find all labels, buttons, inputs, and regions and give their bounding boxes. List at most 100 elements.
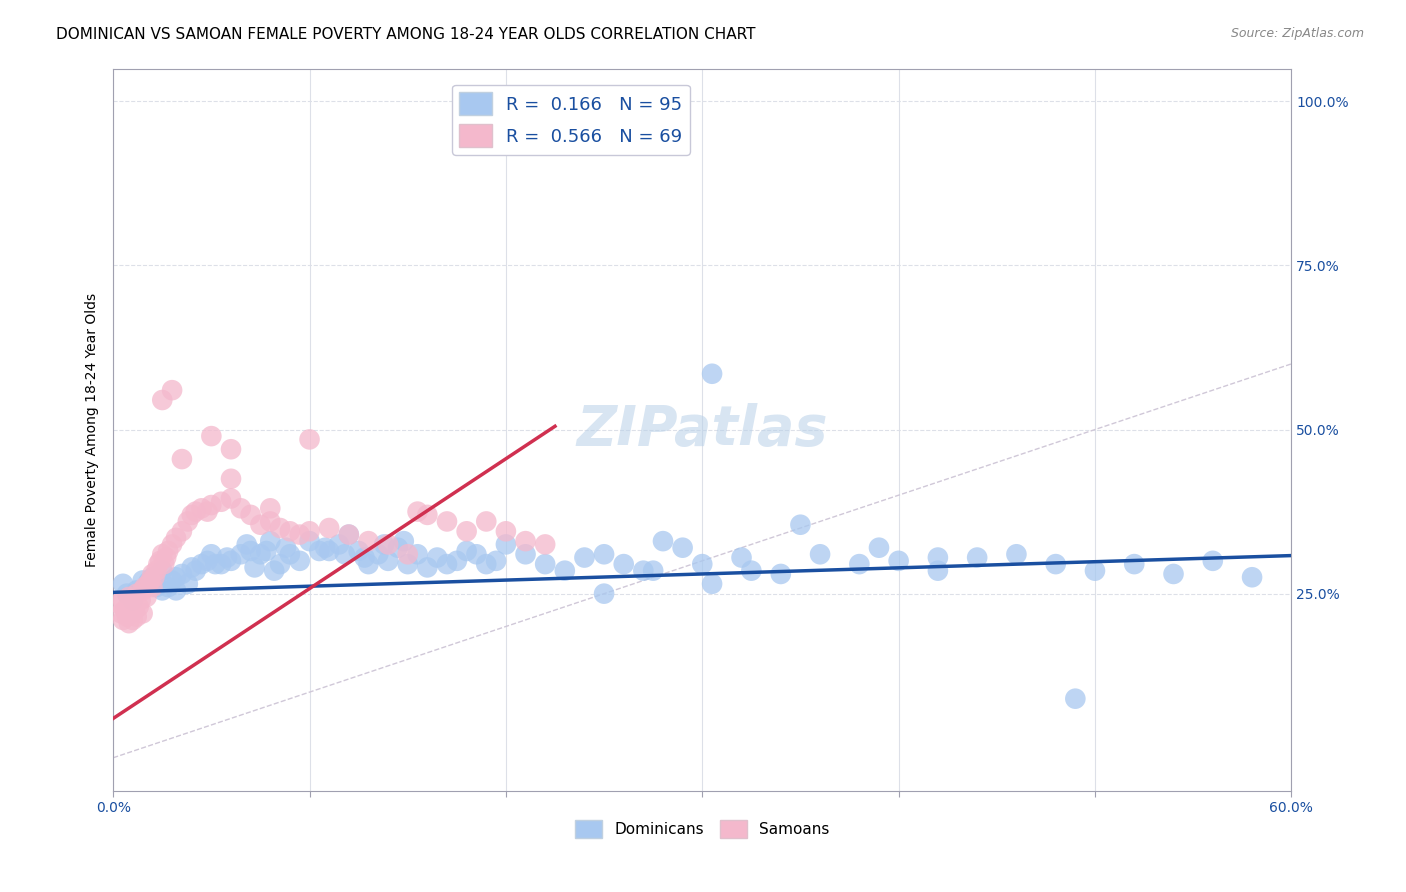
Point bbox=[353, 550, 375, 565]
Point bbox=[406, 505, 429, 519]
Point bbox=[229, 547, 252, 561]
Point bbox=[170, 566, 193, 581]
Point bbox=[377, 554, 399, 568]
Point bbox=[396, 547, 419, 561]
Point bbox=[263, 564, 285, 578]
Point bbox=[259, 534, 281, 549]
Point bbox=[475, 557, 498, 571]
Point bbox=[150, 564, 173, 578]
Point bbox=[180, 508, 202, 522]
Point bbox=[308, 544, 330, 558]
Point bbox=[157, 580, 180, 594]
Point bbox=[138, 576, 160, 591]
Point bbox=[288, 554, 311, 568]
Point bbox=[314, 541, 336, 555]
Point bbox=[593, 587, 616, 601]
Point bbox=[129, 593, 152, 607]
Point bbox=[465, 547, 488, 561]
Point bbox=[475, 515, 498, 529]
Point bbox=[165, 583, 187, 598]
Point bbox=[966, 550, 988, 565]
Point bbox=[672, 541, 695, 555]
Point bbox=[495, 524, 517, 539]
Point bbox=[446, 554, 468, 568]
Y-axis label: Female Poverty Among 18-24 Year Olds: Female Poverty Among 18-24 Year Olds bbox=[86, 293, 100, 566]
Point bbox=[652, 534, 675, 549]
Point bbox=[485, 554, 508, 568]
Point bbox=[200, 547, 222, 561]
Point bbox=[534, 537, 557, 551]
Point bbox=[927, 564, 949, 578]
Point bbox=[367, 547, 389, 561]
Point bbox=[318, 544, 340, 558]
Point bbox=[328, 537, 350, 551]
Point bbox=[149, 554, 172, 568]
Point bbox=[204, 557, 226, 571]
Point bbox=[436, 557, 458, 571]
Point bbox=[200, 429, 222, 443]
Point bbox=[243, 560, 266, 574]
Point bbox=[554, 564, 576, 578]
Point bbox=[274, 541, 297, 555]
Point bbox=[259, 501, 281, 516]
Point bbox=[887, 554, 910, 568]
Point bbox=[143, 570, 166, 584]
Point bbox=[177, 576, 200, 591]
Point bbox=[239, 544, 262, 558]
Point bbox=[495, 537, 517, 551]
Point bbox=[416, 508, 439, 522]
Point bbox=[357, 534, 380, 549]
Point bbox=[298, 534, 321, 549]
Point bbox=[235, 537, 257, 551]
Point bbox=[160, 574, 183, 588]
Point bbox=[927, 550, 949, 565]
Point bbox=[593, 547, 616, 561]
Point bbox=[180, 560, 202, 574]
Point bbox=[387, 541, 409, 555]
Point bbox=[125, 587, 148, 601]
Point bbox=[153, 557, 176, 571]
Point bbox=[426, 550, 449, 565]
Point bbox=[108, 597, 131, 611]
Point bbox=[373, 537, 395, 551]
Point bbox=[643, 564, 665, 578]
Point bbox=[131, 574, 153, 588]
Point bbox=[121, 613, 143, 627]
Point bbox=[219, 491, 242, 506]
Point bbox=[124, 603, 146, 617]
Point bbox=[121, 597, 143, 611]
Point bbox=[134, 580, 156, 594]
Point bbox=[131, 607, 153, 621]
Point bbox=[219, 554, 242, 568]
Point bbox=[1202, 554, 1225, 568]
Point bbox=[148, 557, 170, 571]
Point bbox=[115, 609, 138, 624]
Point bbox=[125, 609, 148, 624]
Point bbox=[160, 383, 183, 397]
Point bbox=[145, 564, 167, 578]
Point bbox=[120, 607, 142, 621]
Point bbox=[848, 557, 870, 571]
Point bbox=[141, 566, 163, 581]
Point bbox=[700, 367, 723, 381]
Point bbox=[184, 564, 207, 578]
Point bbox=[436, 515, 458, 529]
Point bbox=[333, 547, 356, 561]
Point bbox=[278, 547, 301, 561]
Text: ZIPatlas: ZIPatlas bbox=[576, 402, 828, 457]
Point bbox=[155, 550, 177, 565]
Point bbox=[111, 593, 134, 607]
Point bbox=[200, 498, 222, 512]
Point bbox=[700, 576, 723, 591]
Point bbox=[110, 607, 132, 621]
Point bbox=[138, 574, 160, 589]
Point bbox=[165, 531, 187, 545]
Point bbox=[118, 590, 141, 604]
Point bbox=[456, 544, 478, 558]
Point bbox=[111, 613, 134, 627]
Point bbox=[115, 587, 138, 601]
Point bbox=[135, 590, 157, 604]
Point bbox=[219, 472, 242, 486]
Point bbox=[1241, 570, 1264, 584]
Point bbox=[209, 557, 232, 571]
